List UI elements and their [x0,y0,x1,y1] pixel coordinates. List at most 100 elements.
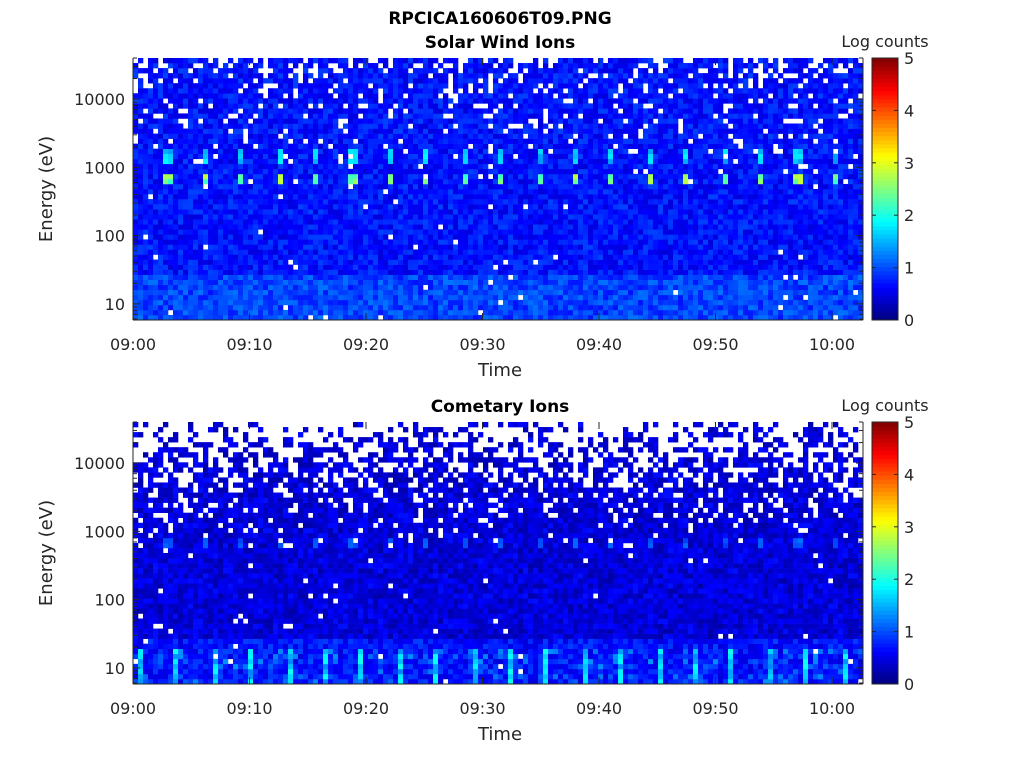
heatmap-cell [293,239,299,245]
heatmap-cell [428,279,434,286]
heatmap-cell [538,234,544,240]
heatmap-cell [538,183,544,190]
heatmap-cell [203,148,209,155]
heatmap-cell [683,178,689,185]
heatmap-cell [333,294,339,301]
heatmap-cell [818,163,824,170]
heatmap-cell [253,158,259,165]
heatmap-cell [778,163,784,170]
heatmap-cell [343,299,349,306]
heatmap-cell [228,143,234,149]
heatmap-cell [218,259,224,265]
heatmap-cell [283,209,289,215]
heatmap-cell [188,284,194,291]
heatmap-cell [263,168,269,175]
heatmap-cell [613,314,619,321]
heatmap-cell [253,299,259,306]
heatmap-cell [468,244,474,250]
heatmap-cell [248,299,254,306]
heatmap-cell [318,299,324,306]
heatmap-cell [478,259,484,265]
heatmap-cell [288,244,294,250]
heatmap-cell [533,274,539,280]
heatmap-cell [763,189,769,195]
heatmap-cell [613,309,619,316]
heatmap-cell [473,163,479,170]
heatmap-cell [318,249,324,255]
heatmap-cell [838,199,844,205]
heatmap-cell [443,239,449,245]
heatmap-cell [578,178,584,185]
heatmap-cell [658,143,664,149]
heatmap-cell [208,189,214,195]
heatmap-cell [793,204,799,210]
heatmap-cell [648,153,654,160]
heatmap-cell [783,264,789,270]
heatmap-cell [603,194,609,200]
heatmap-cell [733,183,739,190]
heatmap-cell [618,314,624,321]
heatmap-cell [538,279,544,286]
heatmap-cell [598,294,604,301]
heatmap-cell [453,254,459,260]
heatmap-cell [793,173,799,180]
heatmap-cell [223,279,229,286]
heatmap-cell [338,249,344,255]
heatmap-cell [163,173,169,180]
heatmap-cell [833,153,839,160]
heatmap-cell [248,219,254,225]
heatmap-cell [263,143,269,149]
heatmap-cell [723,189,729,195]
heatmap-cell [818,284,824,291]
heatmap-cell [473,199,479,205]
heatmap-cell [148,224,154,230]
heatmap-cell [398,168,404,175]
heatmap-cell [763,219,769,225]
heatmap-cell [638,284,644,291]
heatmap-cell [433,314,439,321]
heatmap-cell [173,249,179,255]
heatmap-cell [393,163,399,170]
heatmap-cell [328,289,334,296]
heatmap-cell [668,209,674,215]
heatmap-cell [463,284,469,291]
heatmap-cell [243,163,249,170]
heatmap-cell [763,299,769,306]
heatmap-cell [278,299,284,306]
heatmap-cell [343,153,349,160]
heatmap-cell [453,178,459,185]
heatmap-cell [353,214,359,220]
heatmap-cell [158,289,164,296]
heatmap-cell [633,244,639,250]
heatmap-cell [653,194,659,200]
heatmap-cell [433,234,439,240]
heatmap-cell [688,294,694,301]
heatmap-cell [523,158,529,165]
heatmap-cell [268,309,274,316]
heatmap-cell [603,264,609,270]
heatmap-cell [398,249,404,255]
heatmap-cell [668,153,674,160]
heatmap-cell [273,239,279,245]
heatmap-cell [208,264,214,270]
heatmap-cell [853,309,859,316]
heatmap-cell [318,314,324,321]
heatmap-cell [513,314,519,321]
heatmap-cell [758,219,764,225]
heatmap-cell [443,204,449,210]
heatmap-cell [638,219,644,225]
heatmap-cell [433,173,439,180]
heatmap-cell [648,209,654,215]
heatmap-cell [403,224,409,230]
heatmap-cell [138,209,144,215]
heatmap-cell [778,158,784,165]
heatmap-cell [858,289,864,296]
heatmap-cell [243,158,249,165]
heatmap-cell [433,254,439,260]
heatmap-cell [788,173,794,180]
heatmap-cell [803,264,809,270]
heatmap-cell [318,279,324,286]
heatmap-cell [353,219,359,225]
heatmap-cell [328,314,334,321]
heatmap-cell [478,153,484,160]
